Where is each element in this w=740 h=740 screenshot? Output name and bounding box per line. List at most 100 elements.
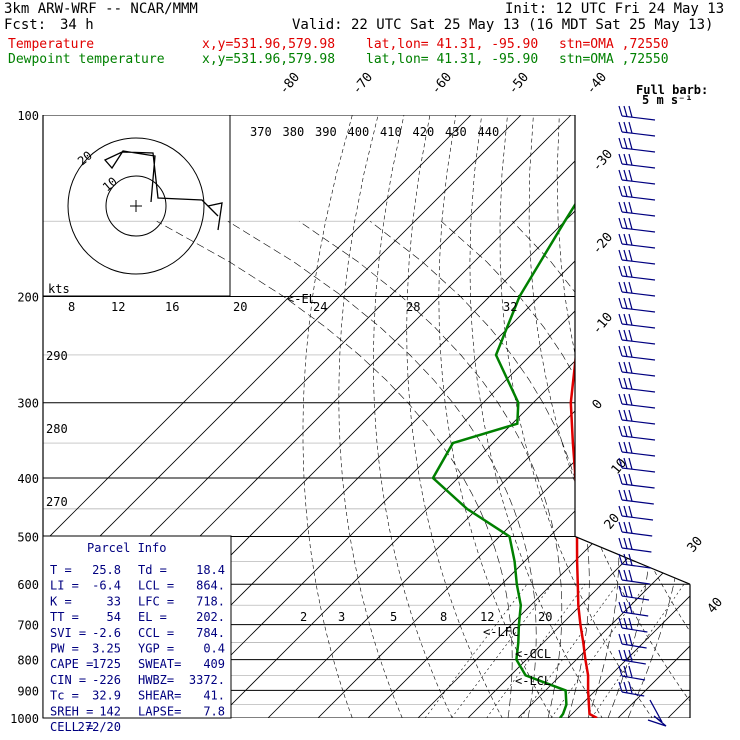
parcel-field-value: 32.9 [92,689,121,703]
wind-barb-flag [628,457,633,470]
wind-barb-flag [618,329,623,341]
temperature-tick-label: 40 [705,595,727,617]
wind-barb-flag [623,553,628,565]
wind-barb-flag [628,121,633,134]
wind-barb-flag [618,681,623,693]
parcel-field-label: LAPSE= [138,704,181,718]
wind-barb-staff [621,323,656,329]
barb-legend-units: 5 m s⁻¹ [642,93,693,107]
wind-barb-staff [621,291,656,297]
dry-adiabat [636,115,690,718]
wind-barb-flag [628,233,633,246]
temperature-profile [569,115,690,718]
wind-barb-flag [618,265,623,277]
wind-barb-flag [628,665,633,678]
dewpoint-xy: x,y=531.96,579.98 [202,52,336,67]
model-title: 3km ARW-WRF -- NCAR/MMM [4,1,198,17]
temperature-tick-label: 30 [685,534,707,556]
init-time: Init: 12 UTC Fri 24 May 13 [505,1,725,17]
moist-adiabat-label: 32 [503,300,517,314]
wind-barb-flag [618,233,623,245]
hodograph-ring-label: 20 [75,148,95,168]
wind-barb-flag [628,489,633,502]
wind-barb-staff [621,691,645,697]
wind-barb-flag [618,361,623,373]
moist-adiabat-label: 24 [313,300,327,314]
wind-barb-staff [621,563,651,569]
wind-barb-staff [621,435,656,441]
parcel-field-value: 18.4 [196,563,225,577]
parcel-field-value: 864. [196,579,225,593]
wind-barb-flag [628,313,633,326]
dry-adiabat [438,115,561,718]
dewpoint-legend: Dewpoint temperature [8,52,165,67]
wind-barb-flag [623,345,628,357]
wind-barb-flag [628,473,633,486]
wind-barb-staff [621,163,656,169]
isotherm-line [43,115,472,718]
dry-adiabat [406,115,510,718]
moist-adiabat-label: 20 [233,300,247,314]
wind-barb-flag [623,377,628,389]
wind-barb-flag [623,521,628,533]
isotherm-line [504,115,690,718]
parcel-field-value: 202. [196,610,225,624]
hodograph-trace [103,150,223,231]
parcel-field-label: SREH = [50,704,93,718]
temperature-latlon: lat,lon= 41.31, -95.90 [366,37,539,52]
parcel-field-label: SHEAR= [138,689,181,703]
fcst-label: Fcst: [4,17,47,33]
theta-label: 420 [413,125,435,139]
valid-time: Valid: 22 UTC Sat 25 May 13 (16 MDT Sat … [292,17,714,33]
pressure-tick-label: 100 [17,109,39,123]
pressure-tick-label: 1000 [10,712,39,726]
wind-barb-flag [618,185,623,197]
wind-barb-flag [618,217,623,229]
wind-barb-flag [618,409,623,421]
pressure-tick-label: 700 [17,619,39,633]
wind-barb-flag [623,505,628,517]
hodograph-units-label: kts [48,282,70,296]
wind-barb-flag [628,617,633,630]
wind-barb-flag [618,297,623,309]
wind-barb-flag [623,569,628,581]
moist-adiabat-label: 12 [111,300,125,314]
wind-barb-flag [618,649,623,661]
wind-barb-flag [618,553,623,565]
wind-barb-flag [623,185,628,197]
temperature-tick-label: -30 [590,147,617,175]
temperature-tick-label: -70 [350,70,377,98]
wind-barb-flag [618,201,623,213]
mixing-ratio-label: 5 [390,610,397,624]
pressure-tick-label: 200 [17,291,39,305]
wind-barb-flag [628,569,633,582]
wind-barb-flag [623,121,628,133]
wind-barb-flag [623,153,628,165]
wind-barb-staff [621,499,654,505]
temperature-tick-label: -20 [590,230,617,258]
wind-barb-flag [618,345,623,357]
wind-barb-staff [621,179,656,185]
pressure-tick-label: 900 [17,684,39,698]
temperature-stn: stn=OMA ,72550 [559,37,669,52]
wind-barb-flag [628,169,633,182]
hodograph-ring-label: 10 [100,174,120,194]
wind-barb-staff [621,659,646,665]
wind-barb-flag [628,409,633,422]
wind-barb-flag [628,105,633,118]
dry-adiabat [528,115,690,718]
wind-barb-flag [618,377,623,389]
parcel-field-label: Tc = [50,689,79,703]
wind-barb-flag [623,201,628,213]
wind-barb-flag [623,297,628,309]
wind-barb-flag [623,265,628,277]
isotherm-line [304,115,690,718]
parcel-field-label: LFC = [138,594,174,608]
dry-adiabat [373,115,459,718]
isotherm-line [554,115,690,718]
wind-barb-flag [618,665,623,677]
wind-barb-flag [618,137,623,149]
wind-barb-staff [621,675,646,681]
wind-barb-flag [628,425,633,438]
dry-adiabat [715,115,740,731]
